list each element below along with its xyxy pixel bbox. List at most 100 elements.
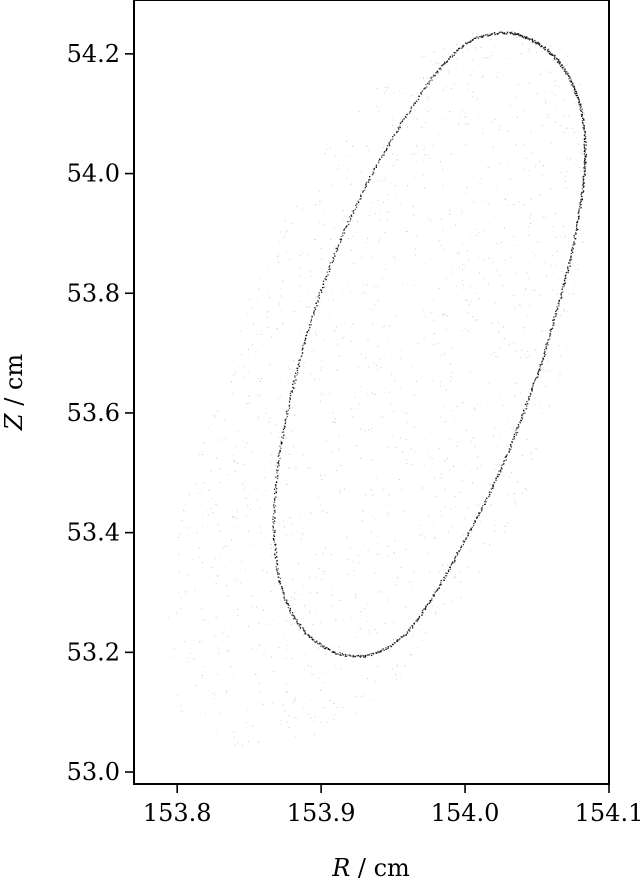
orbit-point: [413, 103, 415, 105]
orbit-point: [432, 594, 434, 596]
halo-point: [256, 648, 258, 650]
orbit-point: [508, 450, 510, 453]
halo-point: [286, 534, 288, 536]
orbit-point: [577, 212, 580, 214]
halo-point: [322, 571, 324, 573]
halo-point: [192, 564, 194, 566]
orbit-point: [565, 277, 567, 279]
orbit-point: [280, 440, 282, 442]
halo-point: [453, 562, 455, 564]
halo-point: [540, 74, 542, 76]
halo-point: [415, 647, 417, 649]
halo-point: [237, 742, 239, 744]
halo-point: [251, 648, 252, 649]
orbit-point: [558, 300, 560, 302]
halo-point: [396, 154, 398, 156]
halo-point: [577, 263, 579, 265]
orbit-point: [332, 650, 334, 653]
halo-point: [523, 109, 525, 111]
orbit-point: [311, 638, 313, 641]
orbit-point: [396, 640, 398, 643]
orbit-point: [307, 634, 309, 636]
halo-point: [428, 515, 430, 517]
halo-point: [517, 84, 519, 86]
orbit-point: [582, 127, 584, 129]
halo-point: [423, 56, 425, 58]
halo-point: [315, 334, 317, 336]
halo-point: [522, 43, 523, 44]
halo-point: [380, 591, 382, 593]
halo-point: [316, 592, 318, 594]
halo-point: [309, 577, 311, 579]
orbit-point: [538, 42, 540, 44]
orbit-point: [409, 630, 411, 632]
orbit-point: [549, 335, 551, 338]
halo-point: [507, 419, 509, 420]
halo-point: [451, 265, 453, 266]
halo-point: [555, 80, 557, 82]
halo-point: [476, 48, 478, 50]
halo-point: [520, 53, 522, 55]
orbit-point: [582, 186, 585, 188]
halo-point: [209, 595, 211, 596]
orbit-point: [567, 269, 570, 272]
halo-point: [208, 427, 209, 429]
halo-point: [350, 291, 352, 293]
halo-point: [516, 314, 518, 316]
orbit-point: [442, 579, 444, 581]
halo-point: [280, 395, 281, 397]
halo-point: [303, 668, 305, 670]
orbit-point: [531, 38, 533, 40]
orbit-point: [305, 337, 307, 339]
halo-point: [299, 517, 301, 519]
orbit-point: [318, 643, 321, 645]
orbit-point: [276, 472, 278, 474]
halo-point: [427, 111, 429, 113]
halo-point: [218, 439, 220, 441]
halo-point: [280, 295, 282, 297]
halo-point: [416, 380, 417, 382]
halo-point: [350, 250, 352, 251]
halo-point: [497, 233, 499, 234]
halo-point: [230, 666, 231, 668]
halo-point: [455, 225, 456, 226]
orbit-point: [399, 122, 402, 124]
halo-point: [330, 554, 332, 556]
orbit-point: [497, 473, 499, 475]
orbit-point: [398, 128, 400, 130]
halo-point: [263, 653, 265, 655]
orbit-point: [431, 597, 433, 600]
orbit-point: [487, 35, 490, 37]
orbit-point: [299, 358, 301, 360]
halo-point: [233, 460, 235, 462]
orbit-point: [559, 65, 562, 67]
orbit-point: [561, 65, 563, 67]
halo-point: [387, 220, 389, 222]
orbit-point: [469, 41, 471, 43]
halo-point: [490, 39, 492, 41]
halo-point: [421, 639, 423, 641]
halo-point: [212, 512, 214, 514]
orbit-point: [529, 38, 532, 40]
orbit-point: [401, 636, 403, 638]
orbit-point: [455, 52, 457, 54]
halo-point: [381, 645, 383, 647]
halo-point: [314, 331, 316, 333]
halo-point: [368, 150, 370, 151]
halo-point: [404, 231, 406, 233]
orbit-point: [471, 526, 473, 528]
halo-point: [386, 504, 388, 506]
halo-point: [405, 606, 407, 608]
halo-point: [405, 549, 407, 550]
orbit-point: [579, 201, 582, 204]
halo-point: [478, 256, 479, 258]
orbit-point: [531, 39, 533, 41]
halo-point: [314, 716, 316, 718]
halo-point: [353, 263, 355, 264]
halo-point: [508, 343, 510, 345]
orbit-point: [275, 486, 277, 488]
orbit-point: [473, 37, 475, 40]
orbit-point: [328, 270, 331, 273]
orbit-point: [549, 334, 551, 336]
halo-point: [480, 465, 482, 467]
